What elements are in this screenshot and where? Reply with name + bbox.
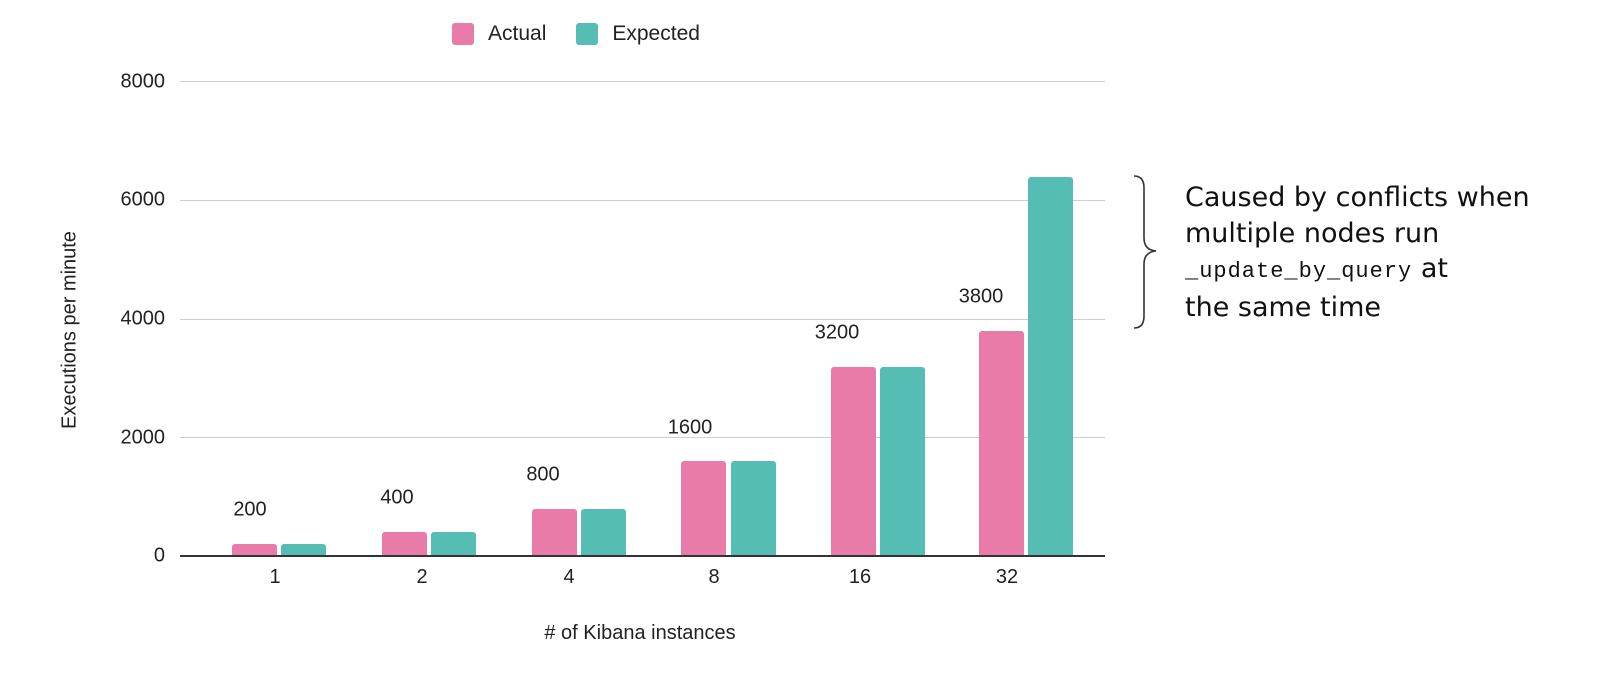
data-label: 3200: [814, 321, 860, 344]
legend-item-expected: Expected: [576, 22, 700, 46]
x-tick: 8: [708, 566, 720, 588]
legend-label: Expected: [612, 22, 700, 45]
gridline-8000: [180, 81, 1105, 82]
x-axis-line: [180, 555, 1105, 557]
gridline-6000: [180, 200, 1105, 201]
bar-expected-8: [731, 461, 776, 556]
annotation-suffix: at: [1412, 253, 1448, 284]
gridline-2000: [180, 437, 1105, 438]
annotation-line: Caused by conflicts when: [1185, 182, 1530, 213]
y-tick: 8000: [120, 70, 166, 93]
bar-expected-1: [281, 544, 326, 556]
bar-actual-2: [382, 532, 427, 556]
gridline-4000: [180, 319, 1105, 320]
x-tick: 1: [269, 566, 281, 588]
curly-brace-icon: [1133, 175, 1157, 329]
bar-expected-4: [581, 509, 626, 556]
bar-actual-16: [831, 367, 876, 556]
legend-item-actual: Actual: [452, 22, 546, 46]
bar-expected-2: [431, 532, 476, 556]
data-label: 200: [233, 498, 267, 521]
chart-legend: Actual Expected: [452, 22, 730, 46]
x-tick: 16: [848, 566, 872, 588]
bar-actual-1: [232, 544, 277, 556]
code-snippet: _update_by_query: [1185, 259, 1413, 284]
bar-expected-32: [1028, 177, 1073, 556]
data-label: 1600: [667, 416, 713, 439]
annotation-text: Caused by conflicts when multiple nodes …: [1185, 180, 1565, 325]
bar-actual-8: [681, 461, 726, 556]
data-label: 400: [380, 486, 414, 509]
legend-label: Actual: [488, 22, 547, 45]
bar-actual-32: [979, 331, 1024, 556]
y-tick: 4000: [120, 307, 166, 330]
annotation-line: multiple nodes run: [1185, 217, 1440, 249]
bar-expected-16: [880, 367, 925, 556]
x-tick: 2: [416, 566, 428, 588]
data-label: 800: [526, 463, 560, 486]
legend-swatch-actual: [452, 23, 474, 45]
y-tick: 0: [153, 544, 165, 567]
y-axis-title: Executions per minute: [58, 231, 81, 429]
annotation-line: _update_by_query at: [1185, 251, 1565, 290]
legend-swatch-expected: [576, 23, 599, 45]
y-tick: 2000: [120, 426, 166, 449]
x-axis-title: # of Kibana instances: [544, 622, 736, 644]
x-tick: 4: [563, 566, 575, 588]
annotation-line: the same time: [1185, 291, 1382, 323]
bar-actual-4: [532, 509, 577, 556]
x-tick: 32: [995, 566, 1019, 588]
data-label: 3800: [958, 285, 1004, 308]
y-tick: 6000: [120, 188, 166, 211]
